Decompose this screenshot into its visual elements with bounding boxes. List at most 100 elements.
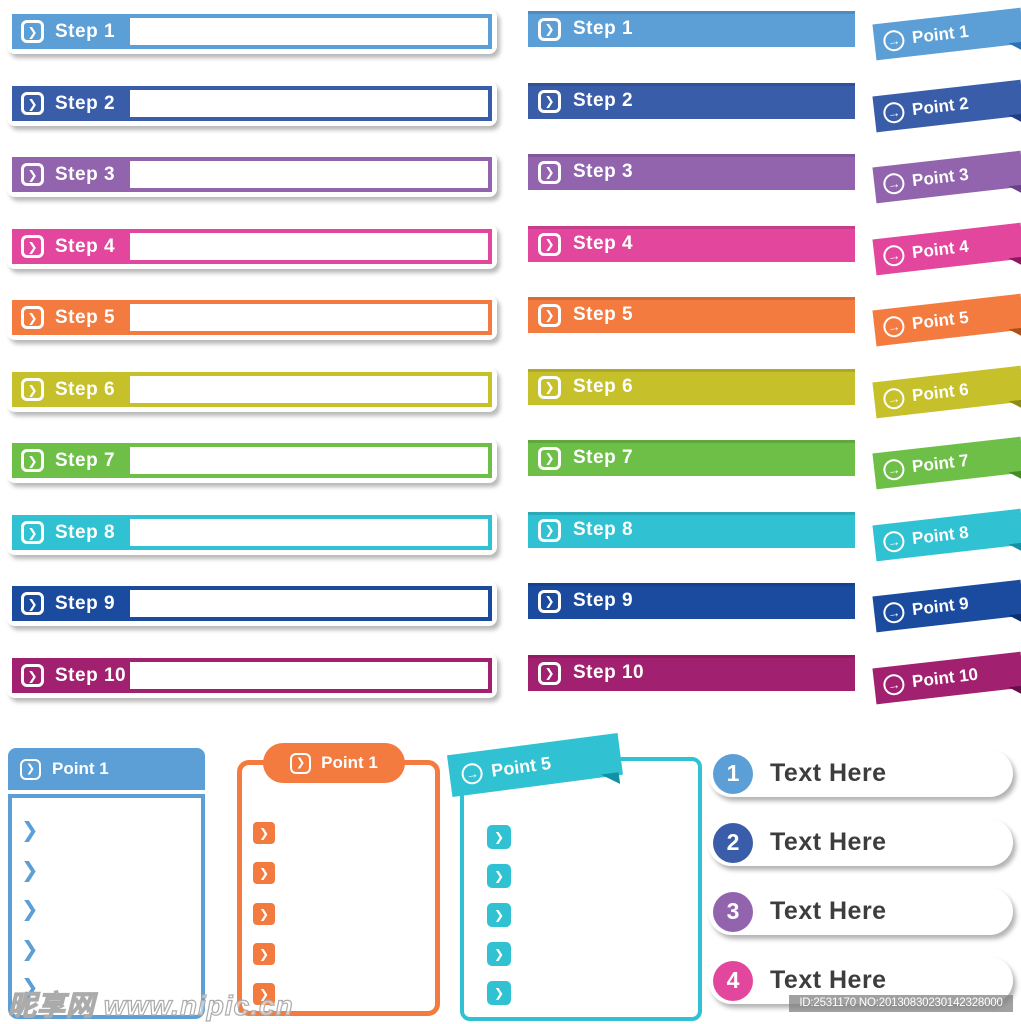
step-banner-text-area [130,233,488,260]
chevron-square-bullet: ❯ [253,903,275,925]
ribbon-fold [1008,613,1021,626]
step-banner-fill: ❯ Step 1 [12,14,492,49]
chevron-icon: ❯ [21,306,44,329]
step-label: Step 10 [55,664,127,686]
chevron-icon: ❯ [538,160,561,184]
step-label: Step 9 [55,592,116,614]
step-bar-label: Step 7 [573,447,634,468]
text-here-label: Text Here [770,828,887,856]
point-ribbon: → Point 5 [872,293,1021,347]
step-label: Step 8 [55,521,116,543]
step-bar: ❯ Step 3 [528,154,855,190]
step-banner: ❯ Step 2 [7,81,497,126]
arrow-circle-icon: → [882,672,906,696]
step-banner: ❯ Step 10 [7,653,497,698]
step-bar-label: Step 6 [573,376,634,397]
point-box-title: Point 5 [490,752,553,781]
chevron-bullet: ❯ [21,976,39,999]
step-banner: ❯ Step 4 [7,224,497,269]
step-bar: ❯ Step 4 [528,226,855,262]
step-banner-text-area [130,376,488,403]
point-ribbon-label: Point 8 [911,522,970,549]
point-box-body [237,760,440,1016]
point-ribbon-label: Point 9 [911,593,970,620]
step-banner-fill: ❯ Step 3 [12,157,492,192]
chevron-icon: ❯ [538,17,561,41]
step-bar: ❯ Step 8 [528,512,855,548]
point-box-body [8,794,205,1019]
point-box-ribbon-style: → Point 5 ❯ ❯ ❯ ❯ ❯ [446,732,704,1021]
chevron-icon: ❯ [21,521,44,544]
point-ribbon: → Point 2 [872,79,1021,133]
step-bar-label: Step 9 [573,590,634,611]
point-ribbon-label: Point 6 [911,379,970,406]
point-ribbon-label: Point 4 [911,236,970,263]
chevron-icon: ❯ [290,752,312,774]
point-ribbon: → Point 10 [872,651,1021,705]
step-banner: ❯ Step 6 [7,367,497,412]
chevron-icon: ❯ [21,20,44,43]
chevron-bullet: ❯ [21,938,39,961]
chevron-icon: ❯ [538,446,561,470]
chevron-icon: ❯ [538,89,561,113]
arrow-circle-icon: → [882,529,906,553]
point-ribbon-label: Point 5 [911,307,970,334]
point-box-title: Point 1 [52,759,109,778]
point-ribbon: → Point 4 [872,222,1021,276]
step-banner: ❯ Step 5 [7,295,497,340]
point-ribbon: → Point 7 [872,436,1021,490]
chevron-bullet: ❯ [21,898,39,921]
ribbon-fold [600,772,621,785]
step-label: Step 7 [55,449,116,471]
step-label: Step 4 [55,235,116,257]
chevron-square-bullet: ❯ [253,862,275,884]
chevron-icon: ❯ [538,589,561,613]
ribbon-fold [1008,542,1021,555]
watermark-id-bar: ID:2531170 NO:20130830230142328000 [789,995,1013,1012]
step-bar-label: Step 5 [573,304,634,325]
step-label: Step 5 [55,306,116,328]
step-banner-text-area [130,447,488,474]
chevron-icon: ❯ [21,378,44,401]
chevron-square-bullet: ❯ [487,903,511,927]
step-label: Step 2 [55,92,116,114]
ribbon-fold [1008,256,1021,269]
step-bar: ❯ Step 10 [528,655,855,691]
chevron-square-bullet: ❯ [487,942,511,966]
number-badge: 3 [713,891,753,932]
ribbon-fold [1008,184,1021,197]
step-bar-label: Step 8 [573,519,634,540]
chevron-bullet: ❯ [21,819,39,842]
step-bar-label: Step 1 [573,18,634,39]
step-banner-text-area [130,18,488,45]
text-here-label: Text Here [770,897,887,925]
watermark-site: 昵享网 www.nipic.cn [7,989,294,1021]
ribbon-fold [1008,41,1021,54]
chevron-bullet: ❯ [21,859,39,882]
point-ribbon: → Point 8 [872,508,1021,562]
chevron-icon: ❯ [20,758,41,780]
chevron-icon: ❯ [21,592,44,615]
step-banner-fill: ❯ Step 6 [12,372,492,407]
chevron-icon: ❯ [21,92,44,115]
ribbon-fold [1008,470,1021,483]
chevron-icon: ❯ [538,518,561,542]
step-banner-fill: ❯ Step 9 [12,586,492,621]
step-banner: ❯ Step 7 [7,438,497,483]
step-banner: ❯ Step 8 [7,510,497,555]
chevron-icon: ❯ [538,375,561,399]
chevron-square-bullet: ❯ [487,981,511,1005]
step-banner: ❯ Step 3 [7,152,497,197]
point-box-header-style: ❯ Point 1 ❯ ❯ ❯ ❯ ❯ [8,740,205,1021]
point-box-ribbon: → Point 5 [446,732,624,798]
ribbon-fold [1008,327,1021,340]
chevron-icon: ❯ [21,449,44,472]
text-here-label: Text Here [770,966,887,994]
text-here-row: 2 Text Here [708,819,1013,866]
chevron-square-bullet: ❯ [253,943,275,965]
step-banner-fill: ❯ Step 8 [12,515,492,550]
step-bar: ❯ Step 5 [528,297,855,333]
chevron-icon: ❯ [538,232,561,256]
arrow-circle-icon: → [882,28,906,52]
